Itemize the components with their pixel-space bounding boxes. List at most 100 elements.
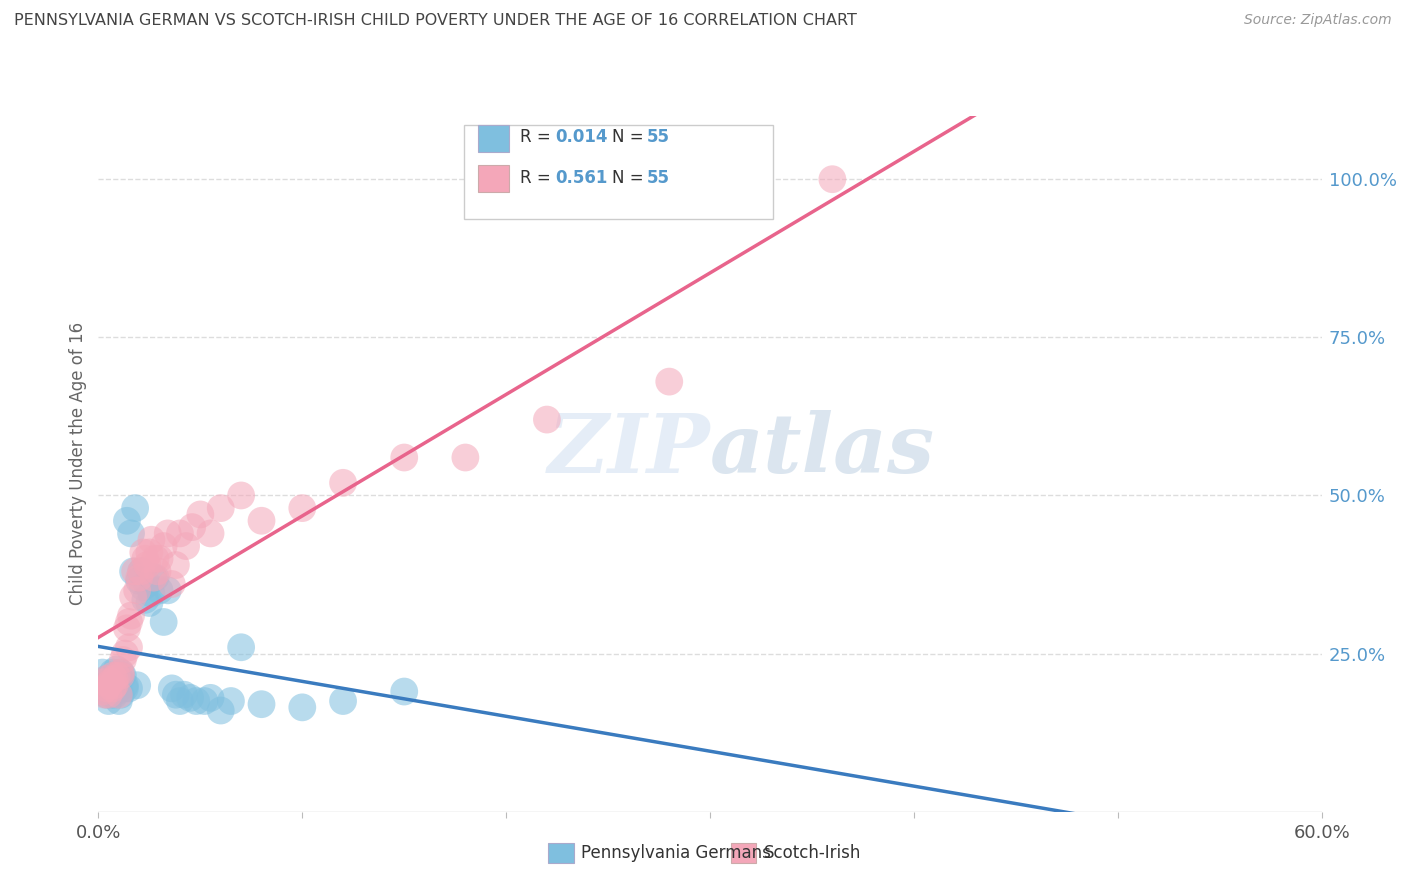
Point (128, 571, 150, 585)
Point (149, 583, 172, 598)
Point (209, 501, 232, 516)
Point (96, 672, 118, 686)
Text: Scotch-Irish: Scotch-Irish (763, 844, 860, 862)
Point (136, 577, 159, 591)
Point (124, 565, 146, 579)
Point (160, 681, 183, 696)
Point (115, 621, 138, 635)
Text: ZIP: ZIP (547, 410, 710, 490)
Point (101, 684, 124, 698)
Point (122, 590, 145, 604)
Point (149, 551, 172, 566)
Point (108, 669, 131, 683)
Point (91, 684, 114, 698)
Point (96, 681, 118, 696)
Point (127, 583, 149, 598)
Point (124, 501, 146, 516)
Point (174, 539, 197, 553)
Point (115, 514, 138, 528)
Point (127, 678, 149, 692)
Point (118, 615, 141, 629)
Point (97, 678, 120, 692)
Point (186, 694, 208, 708)
Point (129, 565, 152, 579)
Point (536, 412, 558, 426)
Point (188, 508, 212, 522)
Point (165, 688, 187, 702)
Point (114, 678, 136, 692)
Point (142, 571, 165, 585)
Point (392, 684, 416, 698)
Text: R =: R = (520, 128, 557, 146)
Point (110, 665, 132, 680)
Point (108, 688, 131, 702)
Point (231, 488, 253, 502)
Point (141, 586, 163, 600)
Point (114, 681, 136, 696)
Text: N =: N = (612, 169, 648, 187)
Point (97, 681, 120, 696)
Point (231, 640, 253, 655)
Point (169, 694, 191, 708)
Point (165, 558, 187, 572)
Point (156, 583, 179, 598)
Point (122, 565, 145, 579)
Point (110, 665, 132, 680)
Point (138, 545, 160, 559)
Point (152, 539, 174, 553)
Text: N =: N = (612, 128, 648, 146)
Point (93, 688, 115, 702)
Y-axis label: Child Poverty Under the Age of 16: Child Poverty Under the Age of 16 (69, 322, 87, 606)
Point (100, 688, 122, 702)
Point (100, 675, 122, 690)
Point (96, 672, 118, 686)
Point (93, 684, 115, 698)
Point (111, 653, 134, 667)
Point (142, 571, 165, 585)
Point (104, 688, 127, 702)
Text: 55: 55 (647, 128, 669, 146)
Text: Pennsylvania Germans: Pennsylvania Germans (581, 844, 770, 862)
Point (821, 172, 844, 186)
Point (454, 450, 477, 465)
Point (291, 700, 314, 714)
Point (169, 526, 191, 541)
Point (120, 608, 142, 623)
Text: 0.561: 0.561 (555, 169, 607, 187)
Point (104, 672, 127, 686)
Point (91, 665, 114, 680)
Point (110, 669, 132, 683)
Point (332, 694, 354, 708)
Point (250, 514, 273, 528)
Point (104, 678, 127, 692)
Text: PENNSYLVANIA GERMAN VS SCOTCH-IRISH CHILD POVERTY UNDER THE AGE OF 16 CORRELATIO: PENNSYLVANIA GERMAN VS SCOTCH-IRISH CHIL… (14, 13, 856, 29)
Point (136, 558, 159, 572)
Point (111, 669, 134, 683)
Point (100, 675, 122, 690)
Text: Source: ZipAtlas.com: Source: ZipAtlas.com (1244, 13, 1392, 28)
Point (132, 545, 155, 559)
Point (101, 669, 124, 683)
Point (138, 596, 160, 610)
Point (219, 694, 242, 708)
Point (200, 690, 222, 705)
Point (93, 675, 115, 690)
Text: atlas: atlas (710, 410, 935, 490)
Point (173, 688, 195, 702)
Point (392, 450, 416, 465)
Point (118, 640, 141, 655)
Point (658, 375, 681, 389)
Point (97, 694, 120, 708)
Point (193, 694, 215, 708)
Text: 0.014: 0.014 (555, 128, 607, 146)
Point (181, 520, 204, 534)
Point (104, 672, 127, 686)
Point (120, 526, 142, 541)
Text: 55: 55 (647, 169, 669, 187)
Point (200, 526, 222, 541)
Point (152, 615, 174, 629)
Point (118, 681, 141, 696)
Point (97, 688, 120, 702)
Point (105, 669, 128, 683)
Point (101, 665, 124, 680)
